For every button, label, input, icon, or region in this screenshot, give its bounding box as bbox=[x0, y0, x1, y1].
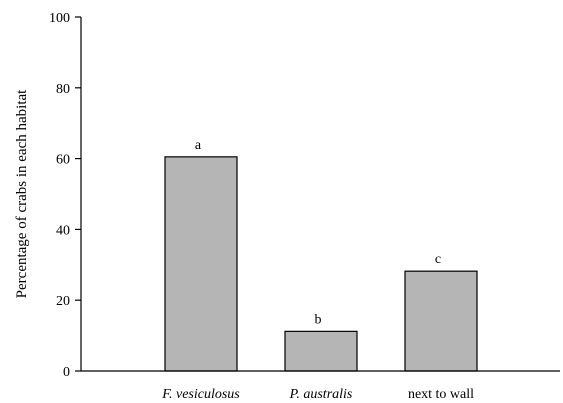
bar bbox=[404, 270, 478, 372]
bar-annotation: c bbox=[435, 252, 441, 267]
y-tick-label: 0 bbox=[63, 365, 70, 380]
bar-annotations: a b c bbox=[195, 138, 441, 328]
y-tick-label: 60 bbox=[56, 153, 70, 168]
x-axis-category-labels: F. vesiculosus P. australis next to wall bbox=[161, 387, 474, 402]
y-tick-label: 80 bbox=[56, 82, 70, 97]
y-tick-label: 40 bbox=[56, 223, 70, 238]
y-axis-title: Percentage of crabs in each habitat bbox=[14, 89, 30, 298]
x-category-label: P. australis bbox=[289, 387, 353, 402]
x-category-label: next to wall bbox=[408, 387, 474, 402]
bar bbox=[284, 330, 358, 372]
bars bbox=[164, 156, 478, 372]
y-tick-label: 100 bbox=[49, 11, 70, 26]
y-tick-label: 20 bbox=[56, 294, 70, 309]
bar-annotation: a bbox=[195, 138, 202, 153]
x-category-label: F. vesiculosus bbox=[161, 387, 240, 402]
y-axis-ticks: 0 20 40 60 80 100 bbox=[49, 11, 81, 380]
bar-annotation: b bbox=[315, 312, 322, 327]
bar bbox=[164, 156, 238, 372]
